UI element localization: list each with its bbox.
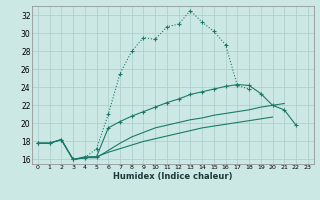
X-axis label: Humidex (Indice chaleur): Humidex (Indice chaleur) bbox=[113, 172, 233, 181]
